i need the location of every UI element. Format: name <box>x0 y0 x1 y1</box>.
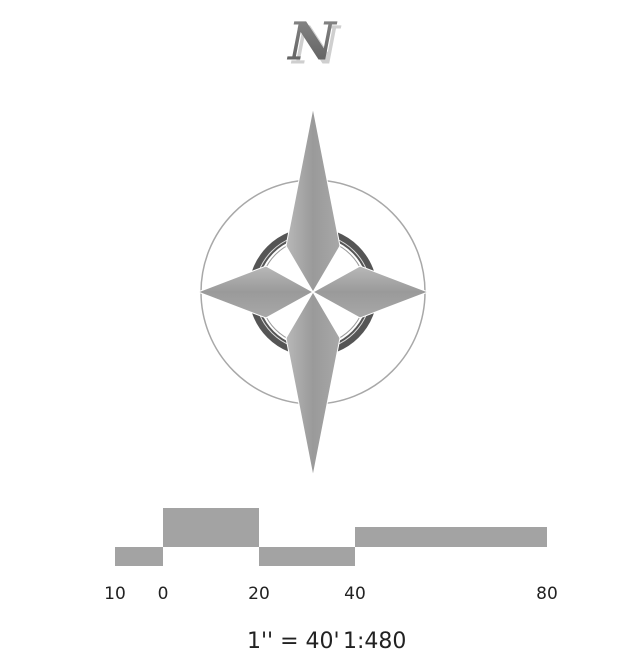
compass-rose <box>196 107 430 477</box>
scale-label: 10 <box>104 584 126 604</box>
scale-label: 80 <box>536 584 558 604</box>
scale-text: 1'' = 40' <box>247 629 340 654</box>
scale-segment <box>163 508 259 547</box>
scale-segment <box>259 547 355 566</box>
scale-segment <box>355 527 547 547</box>
scale-label: 40 <box>344 584 366 604</box>
ratio-text: 1:480 <box>343 629 406 654</box>
scale-segment <box>115 547 163 566</box>
scale-label: 0 <box>158 584 169 604</box>
arm-west <box>196 265 315 319</box>
north-shadow: N <box>290 16 342 77</box>
scale-bar <box>115 508 547 566</box>
north-label: N <box>286 12 338 73</box>
scale-label: 20 <box>248 584 270 604</box>
